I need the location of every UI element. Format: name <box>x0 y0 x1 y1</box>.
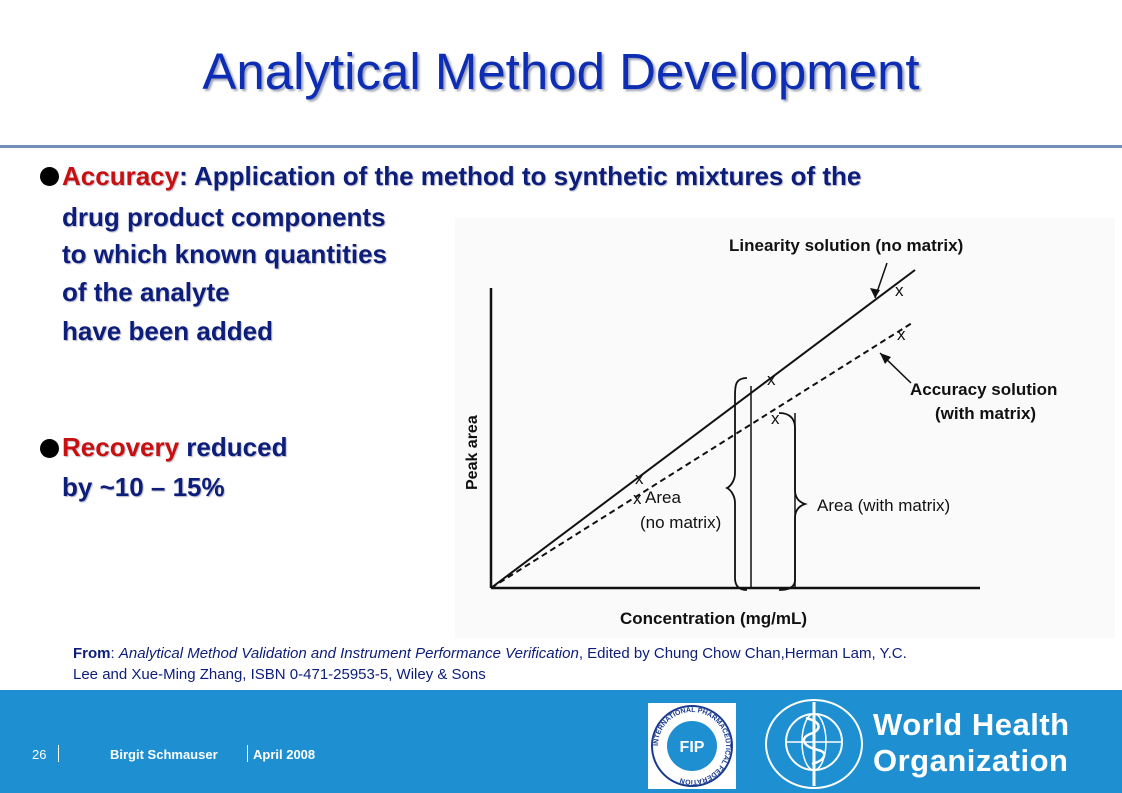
presentation-date: April 2008 <box>253 747 316 762</box>
linearity-line <box>490 269 916 589</box>
point-marker: x <box>767 370 776 389</box>
left-brace <box>724 377 748 591</box>
who-line1: World Health <box>873 707 1070 742</box>
laurel-outline <box>765 699 863 789</box>
fip-inner-disc <box>667 721 717 771</box>
accuracy-label-2: (with matrix) <box>935 404 1036 423</box>
serpent-icon <box>802 716 826 766</box>
source-book-title: Analytical Method Validation and Instrum… <box>118 645 579 662</box>
source-rest-line1: , Edited by Chung Chow Chan,Herman Lam, … <box>578 645 907 662</box>
page-number: 26 <box>32 747 47 762</box>
accuracy-label-1: Accuracy solution <box>910 380 1057 399</box>
fip-logo: INTERNATIONAL PHARMACEUTICAL FEDERATION … <box>648 703 736 789</box>
fip-abbrev: FIP <box>680 739 705 756</box>
footer-separator <box>247 745 248 762</box>
accuracy-line: of the analyte <box>62 277 230 307</box>
source-citation: From: Analytical Method Validation and I… <box>73 645 907 683</box>
figure-background <box>455 218 1115 638</box>
accuracy-line: drug product components <box>62 202 386 232</box>
linearity-arrowhead <box>870 288 880 298</box>
source-line2: Lee and Xue-Ming Zhang, ISBN 0-471-25953… <box>73 666 486 683</box>
accuracy-bullet-line1: Accuracy: Application of the method to s… <box>62 158 861 195</box>
area-no-matrix-label-1: Area <box>645 488 681 507</box>
who-line2: Organization <box>873 743 1069 778</box>
accuracy-term: Accuracy <box>62 161 180 191</box>
point-marker: x <box>635 469 644 488</box>
y-axis-label: Peak area <box>464 415 481 490</box>
recovery-term: Recovery <box>62 432 180 462</box>
linearity-label: Linearity solution (no matrix) <box>729 236 963 255</box>
right-brace <box>778 412 808 591</box>
presenter-name: Birgit Schmauser <box>110 747 218 762</box>
linearity-vs-accuracy-figure: x x x x x x Linearity solution (no matri… <box>455 218 1115 638</box>
accuracy-arrowhead <box>880 353 891 364</box>
point-marker: x <box>897 325 906 344</box>
footer-bar <box>0 690 1122 793</box>
source-from-label: From <box>73 645 111 662</box>
point-marker: x <box>771 409 780 428</box>
footer-separator <box>58 745 59 762</box>
point-marker: x <box>895 281 904 300</box>
point-marker: x <box>633 489 642 508</box>
accuracy-line1-rest: : Application of the method to synthetic… <box>179 161 862 191</box>
bullet-dot <box>40 439 59 458</box>
x-axis-label: Concentration (mg/mL) <box>620 609 807 628</box>
who-wordmark: World Health Organization <box>873 707 1070 779</box>
recovery-line: by ~10 – 15% <box>62 472 225 502</box>
slide-title: Analytical Method Development <box>202 43 920 100</box>
accuracy-line-dashed <box>490 322 913 589</box>
recovery-line1-rest: reduced <box>179 432 288 462</box>
area-with-matrix-label: Area (with matrix) <box>817 496 950 515</box>
title-divider <box>0 145 1122 148</box>
bullet-dot <box>40 167 59 186</box>
recovery-bullet-line1: Recovery reduced <box>62 429 287 466</box>
who-emblem-icon <box>765 699 863 789</box>
area-no-matrix-label-2: (no matrix) <box>640 513 721 532</box>
accuracy-line: have been added <box>62 316 273 346</box>
accuracy-line: to which known quantities <box>62 239 387 269</box>
